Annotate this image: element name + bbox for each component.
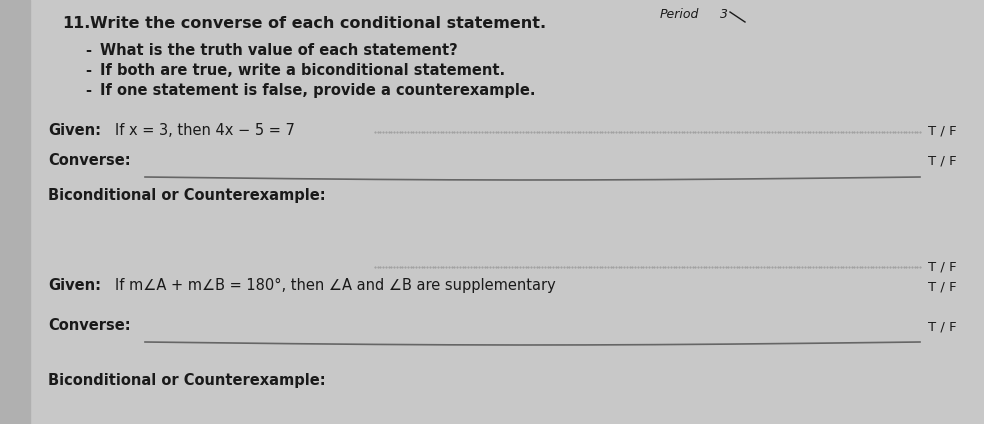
Text: Given:: Given: [48,278,101,293]
Text: -: - [85,43,91,58]
Text: Biconditional or Counterexample:: Biconditional or Counterexample: [48,188,326,203]
Text: Given:: Given: [48,123,101,138]
Text: If one statement is false, provide a counterexample.: If one statement is false, provide a cou… [100,83,535,98]
Text: What is the truth value of each statement?: What is the truth value of each statemen… [100,43,458,58]
Text: Converse:: Converse: [48,318,131,333]
Text: 11.: 11. [62,16,91,31]
Bar [0,0,30,424]
Text: T / F: T / F [928,260,956,273]
Text: -: - [85,63,91,78]
Text: T / F: T / F [928,155,956,168]
Text: -: - [85,83,91,98]
Text: T / F: T / F [928,320,956,333]
Text: T / F: T / F [928,125,956,138]
Text: Biconditional or Counterexample:: Biconditional or Counterexample: [48,373,326,388]
Text: If both are true, write a biconditional statement.: If both are true, write a biconditional … [100,63,505,78]
Text: T / F: T / F [928,280,956,293]
Text: If x = 3, then 4x − 5 = 7: If x = 3, then 4x − 5 = 7 [115,123,295,138]
Text: 3: 3 [720,8,728,21]
Text: Period: Period [660,8,700,21]
Text: Write the converse of each conditional statement.: Write the converse of each conditional s… [90,16,546,31]
Text: Converse:: Converse: [48,153,131,168]
Text: If m∠A + m∠B = 180°, then ∠A and ∠B are supplementary: If m∠A + m∠B = 180°, then ∠A and ∠B are … [115,278,556,293]
